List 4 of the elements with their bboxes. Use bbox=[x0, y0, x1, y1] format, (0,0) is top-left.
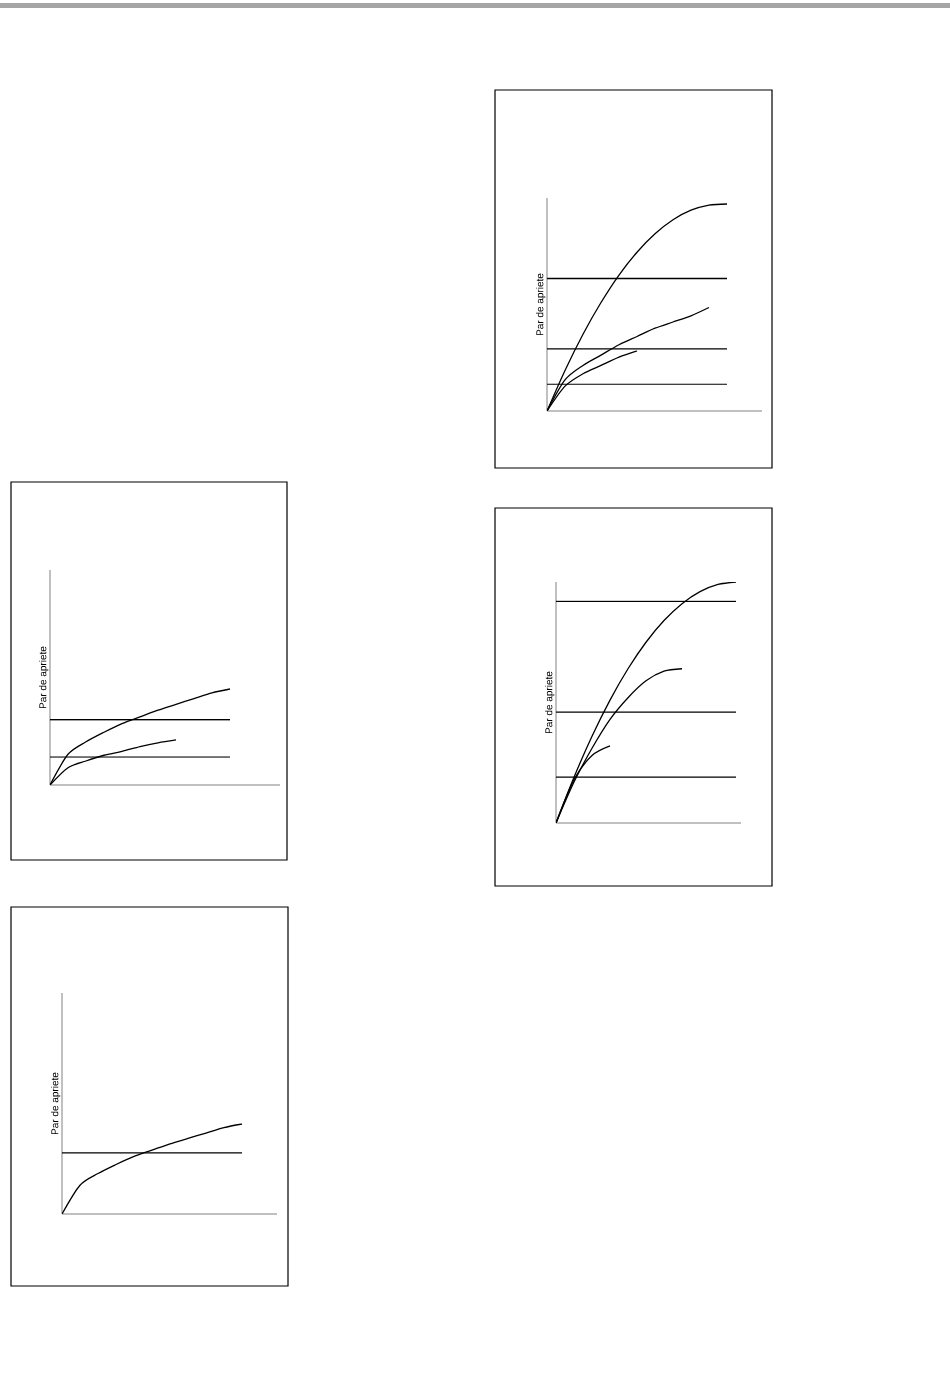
y-axis-title: Par de apriete bbox=[536, 273, 546, 336]
y-axis-title: Par de apriete bbox=[545, 671, 555, 734]
y-axis-title: Par de apriete bbox=[39, 646, 49, 709]
y-axis-title: Par de apriete bbox=[51, 1072, 61, 1135]
